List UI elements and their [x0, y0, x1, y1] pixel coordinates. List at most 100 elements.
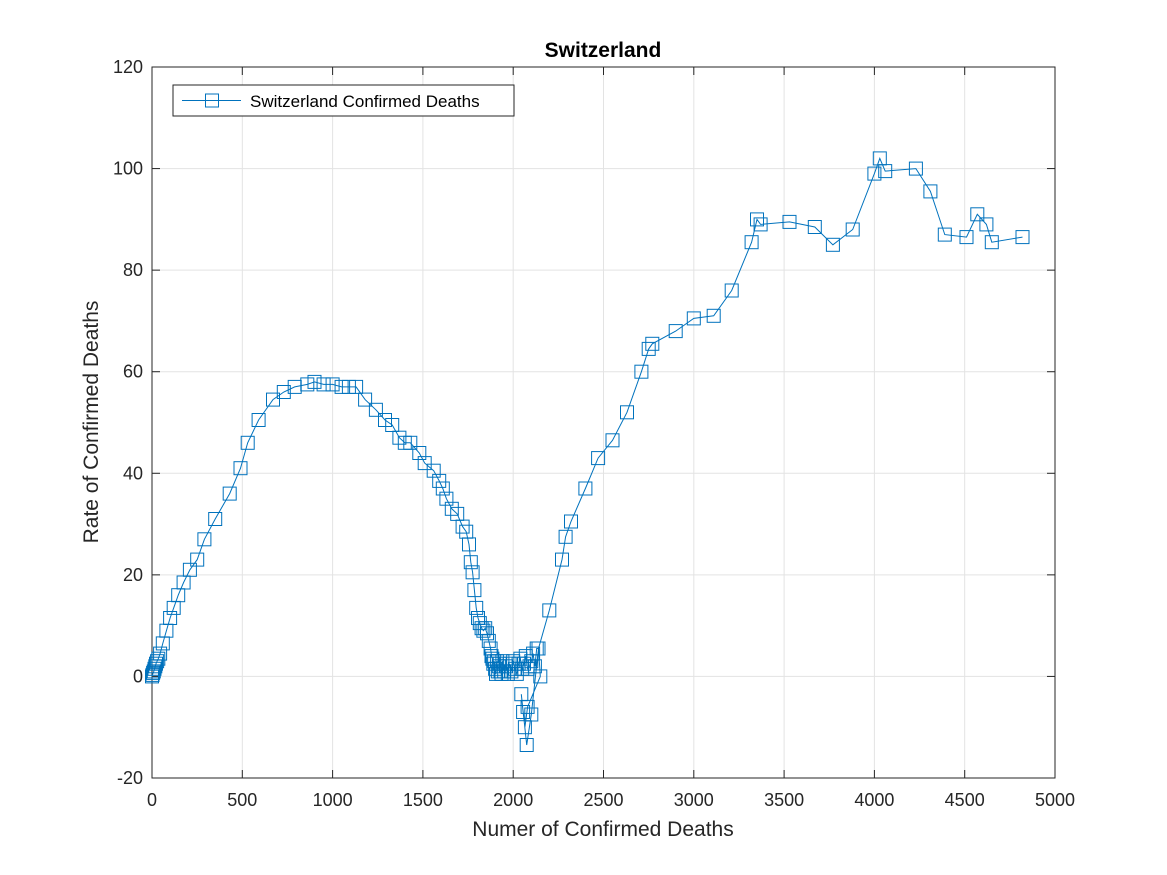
- data-point: [634, 364, 649, 379]
- data-point: [481, 633, 496, 648]
- data-point: [558, 529, 573, 544]
- data-point: [578, 481, 593, 496]
- data-point: [334, 379, 349, 394]
- data-point: [300, 377, 315, 392]
- y-tick-label: -20: [117, 768, 143, 788]
- data-point: [307, 374, 322, 389]
- x-tick-label: 2000: [493, 790, 533, 810]
- data-point: [480, 626, 494, 641]
- data-point: [509, 666, 524, 681]
- data-point: [959, 230, 974, 245]
- x-tick-label: 500: [227, 790, 257, 810]
- data-point: [517, 656, 531, 671]
- data-point: [182, 562, 197, 577]
- data-point: [867, 166, 882, 181]
- data-point: [668, 324, 683, 339]
- data-point: [190, 552, 205, 567]
- data-point: [163, 611, 178, 625]
- data-point: [750, 212, 764, 227]
- data-point: [444, 501, 459, 516]
- data-point: [463, 555, 478, 570]
- x-tick-label: 5000: [1035, 790, 1075, 810]
- data-point: [472, 616, 487, 631]
- data-point: [233, 461, 248, 476]
- data-point: [591, 451, 606, 466]
- data-point: [412, 446, 427, 460]
- data-point: [208, 512, 223, 526]
- data-point: [476, 623, 491, 638]
- data-point: [878, 164, 893, 179]
- data-point: [251, 413, 266, 427]
- data-point: [385, 418, 400, 432]
- data-point: [435, 481, 450, 496]
- data-point: [641, 341, 656, 356]
- data-point: [744, 235, 759, 250]
- data-point: [519, 738, 534, 752]
- data-point: [151, 651, 166, 666]
- data-point: [970, 207, 985, 222]
- data-point: [555, 552, 569, 567]
- x-tick-label: 1000: [313, 790, 353, 810]
- data-point: [531, 641, 546, 656]
- data-point: [266, 392, 280, 407]
- data-point: [1015, 230, 1030, 245]
- data-point: [392, 430, 407, 445]
- x-tick-label: 4500: [945, 790, 985, 810]
- data-point: [645, 336, 660, 351]
- y-tick-label: 0: [133, 666, 143, 686]
- data-point: [706, 308, 721, 323]
- data-point: [341, 379, 356, 394]
- data-point: [378, 413, 392, 427]
- data-point: [240, 435, 255, 450]
- data-point: [349, 379, 364, 394]
- data-point: [325, 377, 340, 392]
- y-tick-label: 100: [113, 159, 143, 179]
- y-tick-label: 60: [123, 362, 143, 382]
- data-point: [439, 491, 454, 506]
- data-point: [469, 600, 484, 615]
- x-axis-label: Numer of Confirmed Deaths: [472, 818, 733, 841]
- y-tick-label: 40: [123, 463, 143, 483]
- legend-marker-square-icon: [205, 93, 219, 108]
- data-point: [426, 463, 441, 478]
- data-point: [197, 532, 212, 547]
- data-point: [605, 433, 620, 448]
- data-point: [516, 705, 531, 719]
- y-tick-label: 80: [123, 260, 143, 280]
- data-point: [520, 661, 535, 676]
- data-point: [724, 283, 739, 298]
- data-point: [533, 669, 548, 684]
- data-point: [845, 222, 860, 237]
- axis-ticks: 0 500 1000 1500 2000 2500 3000 3500 4000 4500 5000…: [113, 57, 1075, 810]
- data-point: [358, 392, 373, 407]
- data-point: [782, 214, 797, 229]
- data-point: [368, 402, 383, 417]
- data-point: [807, 220, 822, 234]
- data-series: [145, 151, 1030, 752]
- data-point: [455, 519, 470, 534]
- data-point: [316, 377, 331, 392]
- series-line: [151, 157, 1023, 746]
- data-point: [908, 161, 923, 176]
- x-tick-label: 3000: [674, 790, 714, 810]
- data-point: [527, 659, 542, 674]
- data-point: [465, 565, 480, 580]
- data-point: [686, 311, 701, 326]
- x-tick-label: 0: [147, 790, 157, 810]
- data-point: [150, 654, 165, 669]
- data-point: [514, 687, 529, 702]
- y-axis-label: Rate of Confirmed Deaths: [80, 301, 103, 544]
- x-tick-label: 4000: [854, 790, 894, 810]
- y-tick-label: 20: [123, 565, 143, 585]
- data-point: [149, 656, 163, 671]
- data-point: [432, 473, 447, 488]
- data-point: [923, 184, 938, 199]
- x-tick-label: 1500: [403, 790, 443, 810]
- data-point: [620, 405, 634, 420]
- data-point: [979, 217, 994, 232]
- data-point: [153, 646, 168, 661]
- data-point: [462, 537, 476, 552]
- legend: Switzerland Confirmed Deaths: [172, 84, 515, 117]
